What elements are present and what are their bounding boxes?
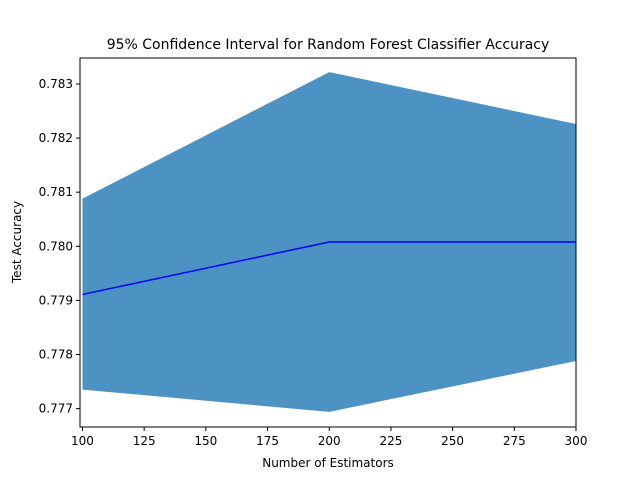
plot-area xyxy=(82,72,577,412)
chart-title: 95% Confidence Interval for Random Fores… xyxy=(107,37,550,53)
y-tick-label: 0.782 xyxy=(39,131,73,145)
x-tick-label: 200 xyxy=(318,434,341,448)
x-axis: 100 125 150 175 200 225 250 275 300 xyxy=(71,427,587,448)
x-tick-label: 300 xyxy=(565,434,588,448)
x-tick-label: 125 xyxy=(133,434,156,448)
x-tick-label: 175 xyxy=(256,434,279,448)
y-tick-label: 0.783 xyxy=(39,77,73,91)
y-axis: 0.777 0.778 0.779 0.780 0.781 0.782 0.783 xyxy=(39,77,80,416)
y-tick-label: 0.777 xyxy=(39,402,73,416)
plot-frame xyxy=(79,57,577,428)
y-tick-label: 0.780 xyxy=(39,239,73,253)
y-tick-label: 0.779 xyxy=(39,293,73,307)
accuracy-line xyxy=(82,241,576,296)
x-tick-label: 150 xyxy=(194,434,217,448)
x-axis-label: Number of Estimators xyxy=(262,456,394,470)
x-tick-label: 275 xyxy=(503,434,526,448)
x-tick-label: 250 xyxy=(441,434,464,448)
y-tick-label: 0.778 xyxy=(39,347,73,361)
y-tick-label: 0.781 xyxy=(39,185,73,199)
x-tick-label: 225 xyxy=(379,434,402,448)
y-axis-label: Test Accuracy xyxy=(10,201,24,284)
x-tick-label: 100 xyxy=(71,434,94,448)
